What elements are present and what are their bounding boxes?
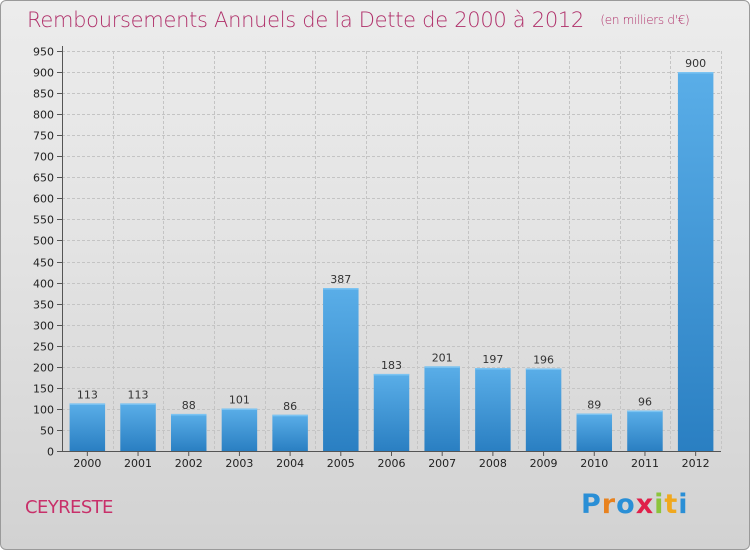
logo-letter: t (664, 489, 679, 520)
y-tick-label: 300 (33, 320, 54, 333)
logo-letter: o (616, 489, 636, 520)
bar-value-label: 89 (587, 399, 601, 412)
x-tick-label: 2010 (580, 457, 608, 470)
bar-highlight (576, 413, 613, 416)
x-tick-label: 2002 (175, 457, 203, 470)
chart-subtitle: (en milliers d'€) (600, 13, 690, 27)
bar-highlight (373, 373, 410, 376)
bar-highlight (627, 410, 663, 413)
bar-highlight (170, 413, 207, 416)
bar (323, 288, 359, 451)
chart-title: Remboursements Annuels de la Dette de 20… (27, 8, 690, 32)
y-tick-label: 650 (33, 172, 54, 185)
bar-value-label: 86 (283, 400, 297, 413)
bar (69, 403, 106, 451)
bar (576, 413, 613, 451)
x-tick-label: 2004 (276, 457, 304, 470)
y-tick-label: 50 (40, 425, 54, 438)
bar-value-label: 183 (381, 359, 402, 372)
bar-highlight (424, 366, 460, 368)
bar (272, 414, 308, 451)
y-tick-label: 350 (33, 299, 54, 312)
y-tick-label: 0 (47, 446, 54, 459)
y-tick-label: 600 (33, 193, 54, 206)
bar-value-label: 96 (638, 396, 652, 409)
bar-value-label: 201 (432, 351, 453, 364)
y-tick-label: 500 (33, 235, 54, 248)
bar (677, 72, 714, 451)
bar-highlight (221, 408, 258, 410)
y-tick-label: 850 (33, 88, 54, 101)
y-tick-label: 550 (33, 214, 54, 227)
bar (525, 368, 562, 451)
labels: 0 50 100 150 200 250 300 350 400 450 500 550 600 650 7… (33, 46, 710, 471)
logo-letter: x (635, 489, 655, 520)
y-tick-label: 750 (33, 130, 54, 143)
bars (69, 72, 714, 451)
y-tick-label: 800 (33, 109, 54, 122)
bar (475, 368, 511, 451)
logo-letter: r (601, 489, 617, 520)
y-tick-label: 950 (33, 46, 54, 59)
y-tick-label: 200 (33, 362, 54, 375)
bar-highlight (677, 72, 714, 74)
x-tick-label: 2007 (428, 457, 456, 470)
x-tick-label: 2003 (225, 457, 253, 470)
bar (373, 373, 410, 451)
logo-letter: P (581, 489, 602, 520)
bar-value-label: 196 (533, 353, 554, 366)
bar-highlight (323, 288, 359, 290)
bar (627, 410, 663, 451)
bar-value-label: 88 (182, 399, 196, 412)
x-tick-label: 2011 (631, 457, 659, 470)
y-tick-label: 400 (33, 278, 54, 291)
y-tick-label: 100 (33, 404, 54, 417)
y-tick-label: 700 (33, 151, 54, 164)
proxiti-logo: Proxiti (581, 489, 689, 520)
logo-letter: i (654, 489, 665, 520)
bar-highlight (475, 368, 511, 370)
x-tick-label: 2000 (73, 457, 101, 470)
y-tick-label: 450 (33, 257, 54, 270)
bar-highlight (272, 414, 308, 417)
x-tick-label: 2001 (124, 457, 152, 470)
logo-letter: i (678, 489, 689, 520)
bar (120, 403, 156, 451)
chart-title-text: Remboursements Annuels de la Dette de 20… (27, 8, 584, 32)
y-tick-label: 150 (33, 383, 54, 396)
x-tick-label: 2008 (479, 457, 507, 470)
bar-value-label: 101 (229, 393, 250, 406)
bar (170, 413, 207, 451)
bar-value-label: 900 (685, 57, 706, 70)
bar (424, 366, 460, 451)
bar-value-label: 113 (128, 388, 149, 401)
axes (57, 46, 721, 456)
y-tick-label: 900 (33, 67, 54, 80)
x-tick-label: 2005 (327, 457, 355, 470)
x-tick-label: 2006 (378, 457, 406, 470)
commune-name: CEYRESTE (25, 497, 113, 518)
bar-highlight (525, 368, 562, 370)
x-tick-label: 2009 (530, 457, 558, 470)
x-tick-label: 2012 (682, 457, 710, 470)
bar-highlight (69, 403, 106, 405)
bar-value-label: 113 (77, 388, 98, 401)
bar-highlight (120, 403, 156, 405)
bar-value-label: 197 (482, 353, 503, 366)
bar-value-label: 387 (330, 273, 351, 286)
bar (221, 408, 258, 451)
y-tick-label: 250 (33, 341, 54, 354)
